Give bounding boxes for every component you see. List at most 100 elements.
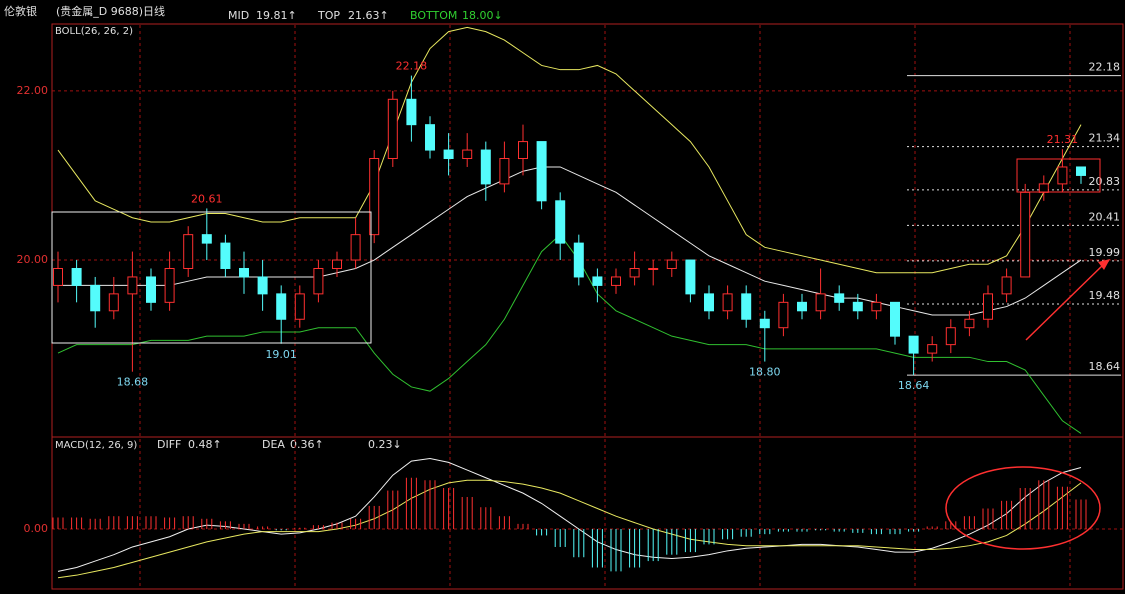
- price-annotation: 21.31: [1047, 133, 1079, 146]
- diff-name: DIFF: [157, 438, 181, 451]
- boll-mid: [58, 166, 1082, 316]
- candle-body: [350, 234, 361, 261]
- candle-body: [648, 267, 659, 270]
- candle-body: [276, 293, 287, 320]
- candle-body: [852, 301, 863, 312]
- candle-body: [425, 124, 435, 151]
- level-label: 20.41: [1089, 210, 1121, 223]
- diff-line: [57, 458, 1082, 572]
- price-annotation: 20.61: [191, 192, 223, 205]
- dea-line: [57, 479, 1082, 579]
- mid-label: MID: [228, 9, 249, 22]
- period: (贵金属_D 9688)日线: [56, 4, 165, 18]
- candle-body: [108, 293, 119, 312]
- level-label: 19.48: [1089, 289, 1121, 302]
- range-box: [51, 211, 372, 344]
- symbol: 伦敦银: [4, 4, 37, 18]
- price-annotation: 22.18: [396, 60, 428, 73]
- top-value: 21.63↑: [348, 9, 389, 22]
- level-label: 19.99: [1089, 246, 1121, 259]
- candle-body: [90, 284, 101, 312]
- candle-body: [592, 276, 603, 286]
- candle-body: [983, 293, 993, 320]
- candle-body: [890, 301, 900, 337]
- candle-body: [499, 158, 510, 185]
- candle-body: [778, 301, 789, 329]
- y-tick-label: 22.00: [17, 84, 49, 97]
- candle-body: [294, 293, 305, 320]
- candle-body: [406, 98, 417, 126]
- candle-body: [183, 234, 194, 269]
- level-label: 18.64: [1089, 360, 1121, 373]
- trend-arrow: [1025, 263, 1105, 341]
- diff-value: 0.48↑: [188, 438, 222, 451]
- candle-body: [332, 259, 342, 269]
- candle-body: [164, 267, 175, 303]
- highlight-ellipse: [945, 466, 1101, 550]
- candle-body: [741, 293, 752, 320]
- candle-body: [146, 276, 156, 303]
- price-annotation: 18.64: [898, 379, 930, 392]
- candle-body: [964, 318, 975, 329]
- candle-body: [629, 267, 640, 278]
- header: 伦敦银 (贵金属_D 9688)日线 MID 19.81↑ TOP 21.63↑…: [4, 4, 503, 22]
- candle-body: [387, 98, 398, 160]
- y-tick-label: 20.00: [17, 253, 49, 266]
- arrow-head: [1098, 259, 1110, 270]
- candle-body: [313, 267, 324, 295]
- breakout-box: [1016, 158, 1101, 193]
- candle-body: [239, 267, 249, 278]
- candle-body: [536, 141, 547, 202]
- candle-body: [1001, 276, 1012, 295]
- level-label: 22.18: [1089, 61, 1121, 74]
- price-annotation: 19.01: [265, 348, 297, 361]
- dea-value: 0.36↑: [290, 438, 324, 451]
- candle-body: [1057, 166, 1068, 185]
- candle-body: [722, 293, 733, 312]
- candle-body: [871, 301, 882, 312]
- candle-body: [201, 234, 212, 244]
- mid-value: 19.81↑: [256, 9, 297, 22]
- candle-body: [927, 344, 938, 354]
- bottom-value: 18.00↓: [462, 9, 503, 22]
- candle-body: [573, 242, 584, 278]
- candle-body: [1076, 166, 1086, 176]
- candle-body: [462, 149, 473, 160]
- candle-body: [1038, 183, 1049, 193]
- candle-body: [611, 276, 621, 286]
- candle-body: [257, 276, 268, 295]
- candle-body: [815, 293, 826, 312]
- candle-body: [704, 293, 714, 312]
- candle-body: [220, 242, 231, 269]
- candle-body: [834, 293, 845, 303]
- price-annotation: 18.68: [117, 376, 149, 389]
- candle-body: [71, 267, 82, 286]
- candle-body: [53, 267, 63, 286]
- top-label: TOP: [317, 9, 340, 22]
- candle-body: [797, 301, 807, 312]
- price-annotation: 18.80: [749, 366, 781, 379]
- boll-title: BOLL(26, 26, 2): [55, 26, 133, 37]
- candle-body: [518, 141, 528, 160]
- candle-body: [666, 259, 677, 269]
- candle-body: [685, 259, 696, 295]
- boll-bottom: [57, 233, 1082, 434]
- candle-body: [945, 327, 956, 346]
- y-tick-label: 0.00: [24, 522, 49, 535]
- candle-body: [759, 318, 770, 329]
- candle-body: [1020, 191, 1031, 278]
- level-label: 20.83: [1089, 175, 1121, 188]
- level-label: 21.34: [1089, 132, 1121, 145]
- macd-title: MACD(12, 26, 9): [55, 440, 137, 451]
- macd-value: 0.23↓: [368, 438, 402, 451]
- candle-body: [555, 200, 566, 244]
- candle-body: [127, 276, 138, 295]
- candle-body: [369, 158, 380, 236]
- candle-body: [908, 335, 919, 354]
- candle-body: [443, 149, 454, 160]
- candle-body: [480, 149, 491, 185]
- bottom-label: BOTTOM: [410, 9, 457, 22]
- dea-name: DEA: [262, 438, 285, 451]
